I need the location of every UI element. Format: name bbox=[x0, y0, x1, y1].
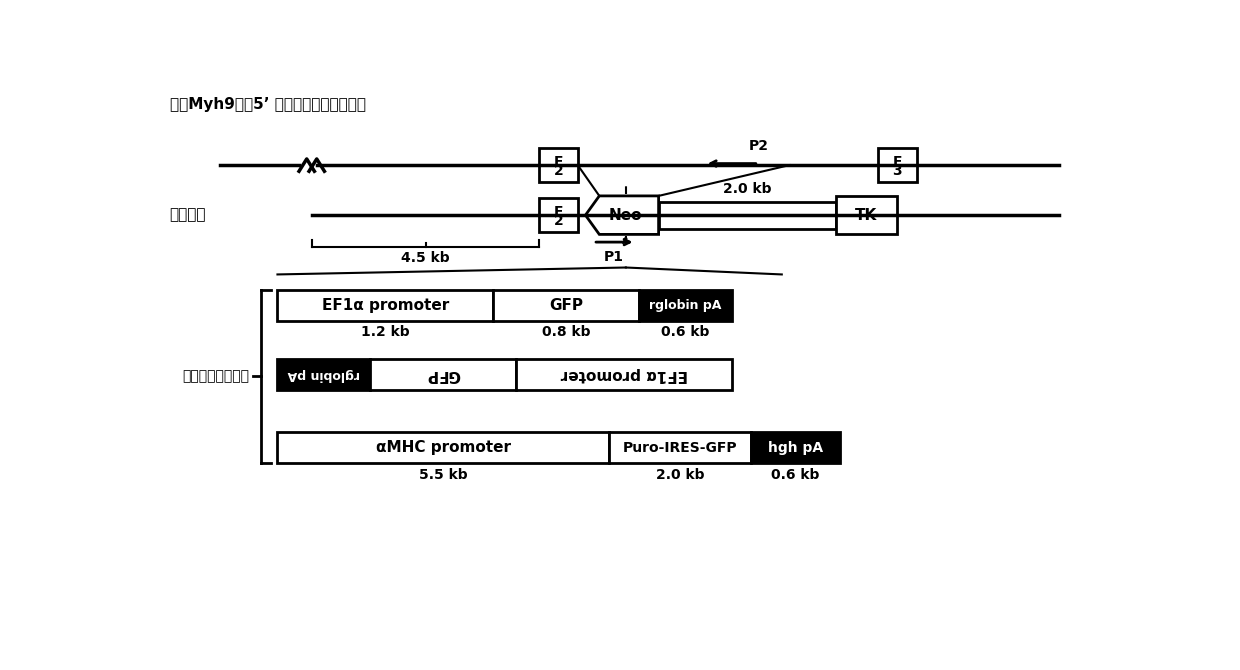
Bar bbox=[878, 148, 916, 182]
Text: hgh pA: hgh pA bbox=[768, 441, 823, 455]
Bar bbox=[836, 196, 898, 234]
Bar bbox=[640, 290, 732, 321]
Text: 1.2 kb: 1.2 kb bbox=[361, 325, 409, 339]
Bar bbox=[516, 359, 732, 390]
Text: GFP: GFP bbox=[427, 367, 460, 382]
Text: 0.8 kb: 0.8 kb bbox=[542, 325, 590, 339]
Text: 4.5 kb: 4.5 kb bbox=[402, 251, 450, 265]
Text: 5.5 kb: 5.5 kb bbox=[419, 468, 467, 482]
Text: 2: 2 bbox=[553, 164, 563, 178]
Text: P2: P2 bbox=[749, 139, 769, 153]
Text: EF1α promoter: EF1α promoter bbox=[560, 367, 687, 382]
Bar bbox=[278, 290, 494, 321]
Text: E: E bbox=[554, 205, 563, 219]
Text: rglobin pA: rglobin pA bbox=[650, 299, 722, 312]
Text: P1: P1 bbox=[604, 250, 624, 264]
Bar bbox=[278, 359, 370, 390]
Text: Puro-IRES-GFP: Puro-IRES-GFP bbox=[622, 441, 737, 455]
Bar bbox=[494, 290, 640, 321]
Text: GFP: GFP bbox=[549, 297, 583, 313]
Text: rglobin pA: rglobin pA bbox=[288, 368, 360, 381]
Text: 小鼠Myh9基因5’ 端部分外显子和内含子: 小鼠Myh9基因5’ 端部分外显子和内含子 bbox=[170, 97, 366, 113]
Text: 0.6 kb: 0.6 kb bbox=[771, 468, 820, 482]
Text: 0.6 kb: 0.6 kb bbox=[661, 325, 709, 339]
Bar bbox=[609, 432, 751, 463]
Text: E: E bbox=[554, 155, 563, 169]
Text: TK: TK bbox=[856, 208, 878, 222]
Bar bbox=[539, 198, 578, 232]
Text: αMHC promoter: αMHC promoter bbox=[376, 440, 511, 455]
Text: 3: 3 bbox=[893, 164, 903, 178]
Text: EF1α promoter: EF1α promoter bbox=[321, 297, 449, 313]
Bar bbox=[370, 359, 516, 390]
Text: E: E bbox=[893, 155, 901, 169]
Text: 2: 2 bbox=[553, 214, 563, 228]
Bar bbox=[539, 148, 578, 182]
Text: 2.0 kb: 2.0 kb bbox=[723, 182, 771, 196]
Text: 打靠载体: 打靠载体 bbox=[170, 208, 206, 222]
Text: 拟插入基因表达盒: 拟插入基因表达盒 bbox=[182, 369, 249, 383]
Bar bbox=[658, 202, 836, 228]
Polygon shape bbox=[585, 196, 658, 234]
Text: 2.0 kb: 2.0 kb bbox=[656, 468, 704, 482]
Bar bbox=[751, 432, 839, 463]
Bar bbox=[278, 432, 609, 463]
Text: Neo: Neo bbox=[609, 208, 642, 222]
